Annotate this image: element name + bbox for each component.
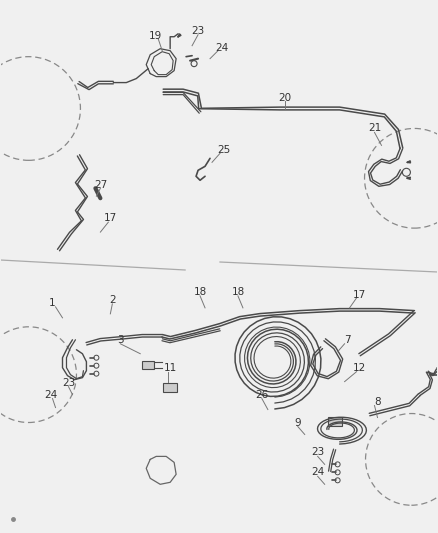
Text: 2: 2 [109, 295, 116, 305]
Text: 23: 23 [311, 447, 324, 457]
Text: 27: 27 [94, 180, 107, 190]
Text: 18: 18 [231, 287, 244, 297]
Text: 12: 12 [353, 362, 366, 373]
Text: 7: 7 [344, 335, 351, 345]
Text: 25: 25 [217, 146, 231, 155]
Bar [142, 361, 154, 369]
Text: 18: 18 [194, 287, 207, 297]
Text: 3: 3 [117, 335, 124, 345]
Text: 9: 9 [294, 417, 301, 427]
Bar [328, 416, 342, 426]
Text: 11: 11 [163, 362, 177, 373]
Text: 24: 24 [215, 43, 229, 53]
Text: 8: 8 [374, 397, 381, 407]
Text: 23: 23 [62, 378, 75, 387]
Text: 20: 20 [278, 93, 291, 102]
Text: 21: 21 [368, 124, 381, 133]
Text: 26: 26 [255, 390, 268, 400]
Text: 17: 17 [353, 290, 366, 300]
Text: 23: 23 [191, 26, 205, 36]
Bar [163, 383, 177, 392]
Text: 1: 1 [49, 298, 56, 308]
Text: 24: 24 [44, 390, 57, 400]
Text: 17: 17 [104, 213, 117, 223]
Text: 24: 24 [311, 467, 324, 478]
Text: 19: 19 [148, 31, 162, 41]
